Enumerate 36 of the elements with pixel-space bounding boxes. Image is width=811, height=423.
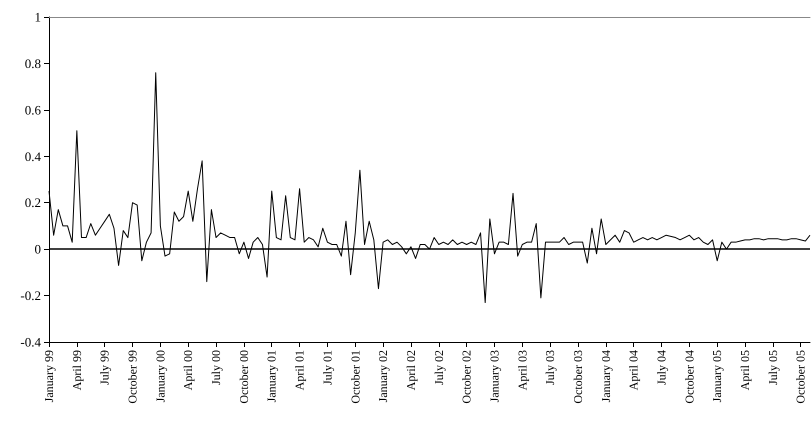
x-tick-label: July 01 [320, 350, 334, 386]
y-tick-label: 0 [34, 242, 41, 257]
x-tick-label: October 00 [236, 350, 251, 404]
x-tick-label: April 04 [626, 350, 641, 390]
x-tick-label: July 03 [543, 350, 558, 386]
y-tick-label: 0.8 [24, 56, 41, 71]
x-tick-label: January 02 [376, 350, 390, 402]
x-tick-label: January 99 [42, 350, 56, 402]
y-tick-label: -0.4 [20, 334, 42, 350]
x-tick-label: October 04 [682, 350, 696, 404]
x-tick-label: January 00 [153, 350, 168, 402]
x-tick-label: October 01 [348, 350, 362, 404]
x-tick-label: April 01 [292, 350, 307, 390]
x-tick-label: October 03 [570, 350, 585, 404]
x-tick-label: July 02 [432, 350, 446, 386]
x-tick-label: January 04 [598, 350, 613, 402]
x-tick-label: April 03 [515, 350, 530, 390]
x-tick-label: April 99 [70, 350, 84, 390]
x-tick-label: January 01 [264, 350, 279, 402]
x-tick-label: July 04 [654, 350, 669, 386]
y-tick-label: 0.2 [24, 195, 41, 210]
x-tick-label: October 99 [126, 350, 140, 404]
x-tick-label: January 03 [487, 350, 502, 402]
x-tick-label: July 99 [98, 350, 112, 386]
x-tick-label: April 05 [738, 350, 752, 390]
x-tick-label: October 05 [794, 350, 808, 404]
y-tick-label: 0.6 [24, 102, 42, 118]
x-tick-label: April 00 [181, 350, 196, 390]
x-tick-label: July 00 [209, 350, 224, 386]
x-tick-label: April 02 [404, 350, 418, 390]
y-tick-label: 0.4 [24, 148, 42, 164]
y-tick-label: -0.2 [20, 288, 41, 304]
y-tick-label: 1 [34, 10, 41, 24]
x-tick-label: July 05 [766, 350, 780, 386]
x-tick-label: October 02 [460, 350, 474, 404]
x-tick-label: January 05 [710, 350, 724, 402]
